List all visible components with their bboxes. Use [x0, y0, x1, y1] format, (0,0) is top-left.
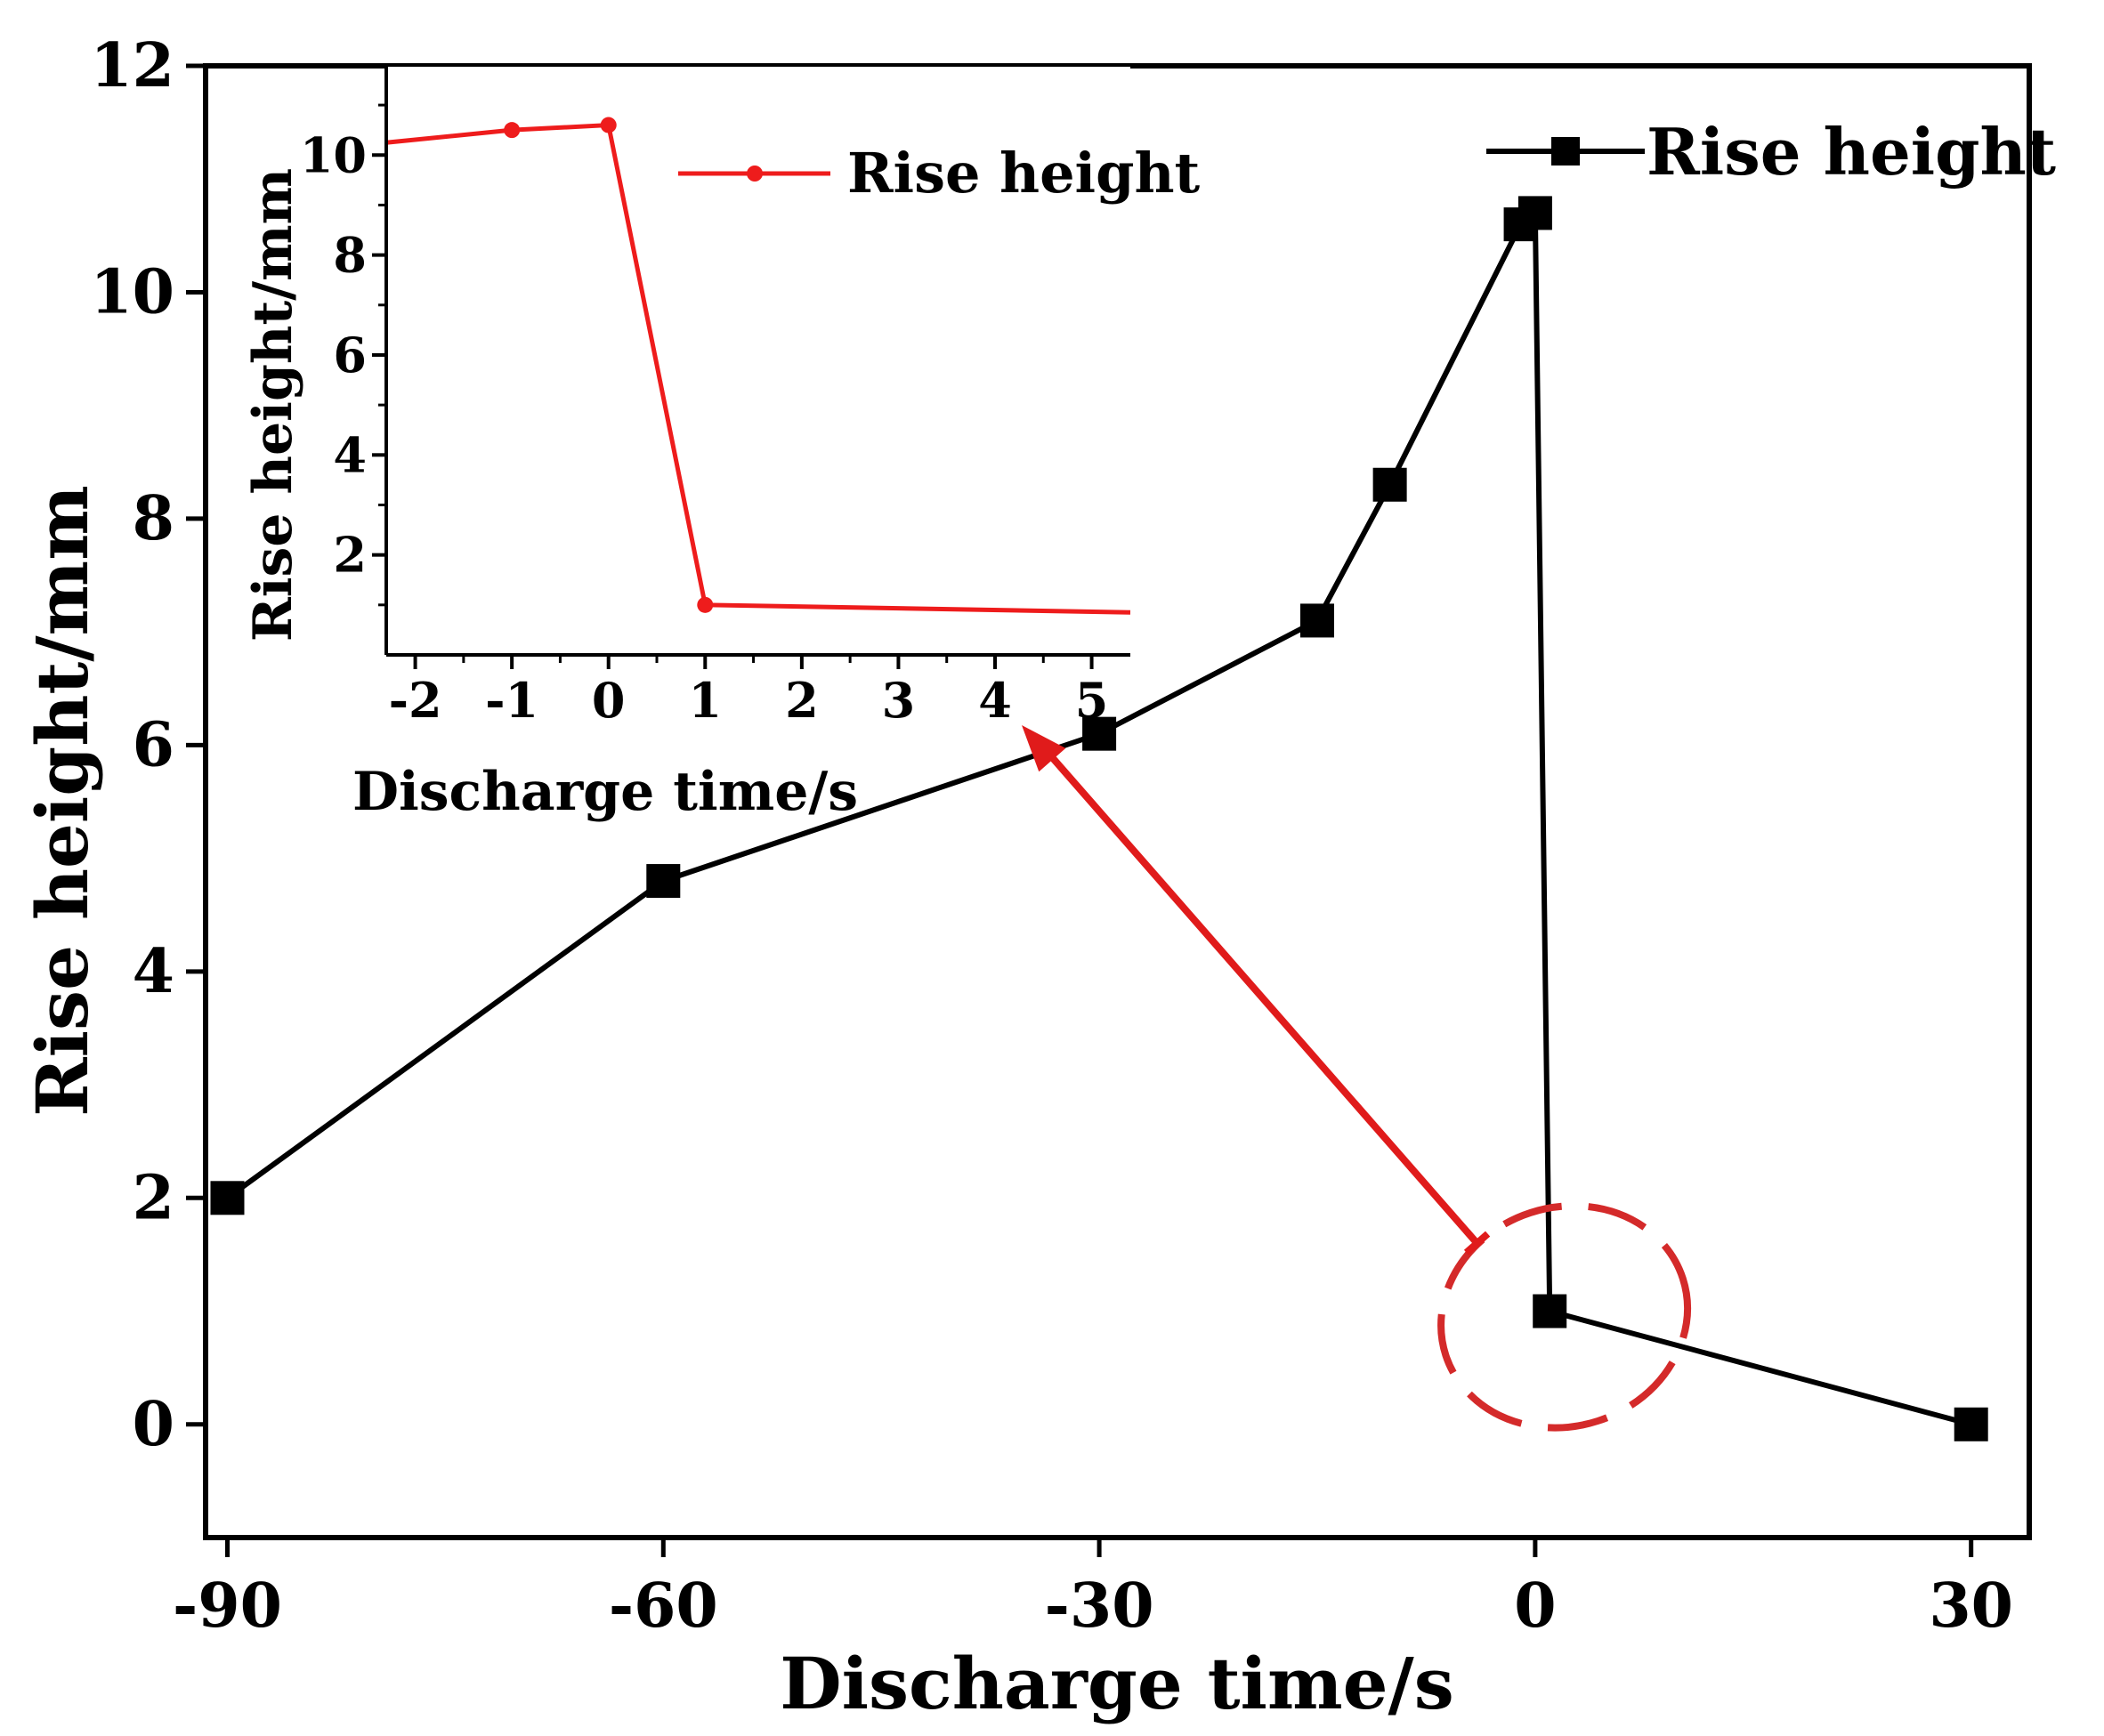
inset-x-axis-title: Discharge time/s	[352, 761, 858, 823]
inset-series	[385, 117, 1131, 615]
main-y-tick-label: 8	[133, 483, 174, 554]
highlight-dashed-circle	[1437, 1202, 1692, 1432]
main-x-axis-title: Discharge time/s	[780, 1642, 1454, 1725]
inset-data-point	[697, 596, 714, 613]
main-x-tick-label: 30	[1929, 1570, 2013, 1642]
main-data-point	[1517, 196, 1552, 230]
inset-y-tick-label: 2	[333, 527, 367, 584]
arrow-shaft	[1036, 740, 1480, 1246]
main-legend-label: Rise height	[1647, 114, 2056, 190]
main-data-point	[646, 864, 681, 899]
main-annotations	[1022, 725, 1692, 1432]
arrow-tail-cap	[1463, 1231, 1491, 1256]
inset-x-tick-label: 2	[785, 672, 819, 729]
inset-y-ticks: 2 4 6 8 10	[300, 103, 386, 607]
main-series	[210, 196, 1988, 1441]
inset-x-tick-label: 3	[882, 672, 916, 729]
inset-background	[386, 67, 1130, 654]
main-x-ticks: -90 -60 -30 0 30	[173, 1538, 2013, 1642]
main-data-point	[1954, 1407, 1988, 1441]
main-x-tick-label: -90	[173, 1570, 282, 1642]
arrow-head	[1022, 725, 1066, 772]
inset-x-tick-label: 4	[978, 672, 1012, 729]
main-y-tick-label: 2	[133, 1162, 174, 1233]
inset-legend: Rise height	[678, 141, 1201, 206]
inset-legend-marker	[747, 166, 763, 182]
inset-data-point	[600, 117, 617, 133]
inset-data-point	[504, 122, 521, 139]
main-y-axis-title: Rise height/mm	[20, 485, 104, 1117]
main-data-point	[1533, 1294, 1567, 1328]
main-y-tick-label: 10	[90, 256, 174, 327]
main-x-tick-label: 0	[1514, 1570, 1556, 1642]
main-data-point	[1372, 467, 1407, 502]
main-x-tick-label: -60	[609, 1570, 718, 1642]
inset-y-axis-title: Rise height/mm	[242, 168, 304, 642]
inset-y-tick-label: 8	[333, 227, 367, 284]
inset-chart: -2 -1 0 1 2 3 4 5 2 4 6 8 10 Discharge time/s Rise …	[242, 67, 1201, 823]
inset-x-tick-label: 5	[1075, 672, 1109, 729]
inset-x-tick-label: 1	[688, 672, 722, 729]
inset-y-tick-label: 4	[333, 426, 367, 483]
main-data-point	[1299, 603, 1334, 638]
main-plot-frame	[203, 63, 2032, 1540]
inset-x-ticks: -2 -1 0 1 2 3 4 5	[389, 655, 1109, 729]
main-data-point	[1082, 716, 1117, 751]
main-y-tick-label: 6	[133, 709, 174, 780]
main-x-tick-label: -30	[1045, 1570, 1154, 1642]
inset-y-tick-label: 6	[333, 327, 367, 384]
main-y-tick-label: 12	[90, 30, 174, 101]
inset-x-tick-label: -2	[389, 672, 442, 729]
main-legend: Rise height	[1486, 114, 2056, 190]
main-data-point	[210, 1181, 245, 1215]
inset-x-tick-label: 0	[592, 672, 626, 729]
inset-legend-label: Rise height	[847, 141, 1201, 206]
inset-x-tick-label: -1	[485, 672, 538, 729]
main-y-tick-label: 4	[133, 936, 174, 1007]
main-legend-marker	[1551, 137, 1580, 166]
main-y-ticks: 0 2 4 6 8 10 12	[90, 30, 206, 1460]
main-y-tick-label: 0	[133, 1389, 174, 1460]
inset-y-tick-label: 10	[300, 126, 367, 183]
